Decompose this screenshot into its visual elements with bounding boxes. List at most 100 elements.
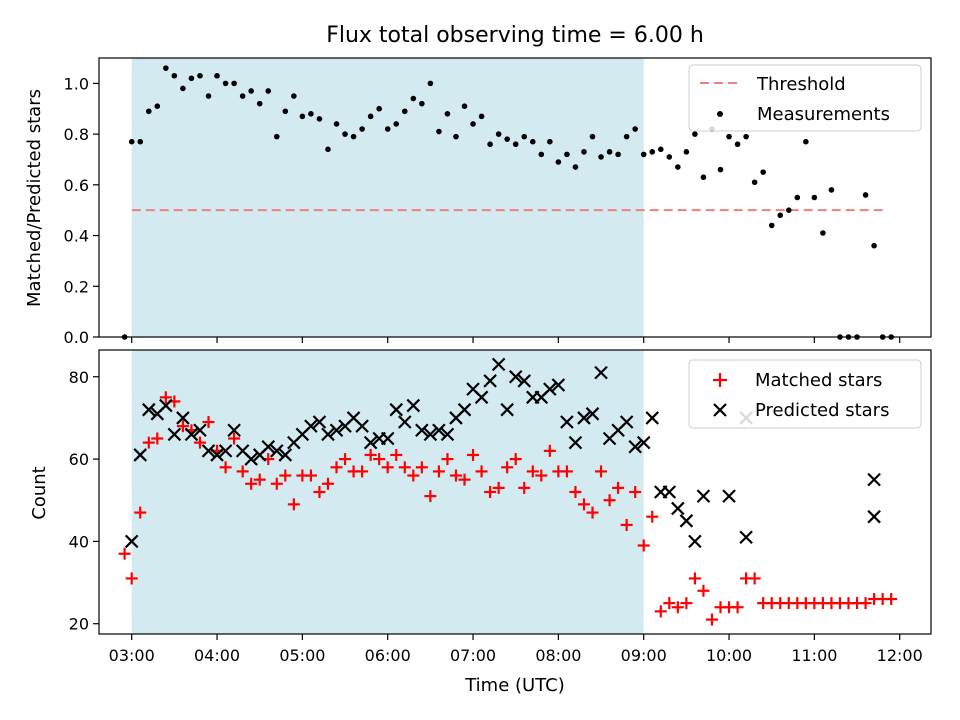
predicted-star-point [551, 378, 566, 392]
matched-star-point [253, 473, 266, 486]
measurement-point [359, 126, 365, 132]
measurement-point [273, 133, 280, 140]
predicted-star-point [167, 427, 182, 442]
measurement-point [521, 133, 528, 140]
measurement-point [538, 151, 545, 158]
measurement-point [154, 103, 161, 109]
matched-star-point [671, 601, 684, 614]
matched-star-point [484, 486, 497, 498]
predicted-star-point [560, 415, 574, 429]
measurement-point [205, 93, 212, 99]
matched-star-point [304, 469, 317, 482]
matched-star-point [509, 453, 522, 466]
measurement-point [436, 128, 442, 135]
measurement-point [180, 85, 186, 92]
matched-star-point [620, 518, 633, 531]
measurement-point [393, 121, 400, 127]
measurement-point [350, 133, 357, 140]
y-tick-label: 20 [69, 615, 89, 634]
predicted-star-point [867, 472, 881, 487]
predicted-star-point [577, 411, 591, 425]
measurement-point [495, 131, 502, 137]
x-tick-label: 04:00 [194, 646, 240, 665]
measurement-point [632, 126, 638, 132]
x-axis-label: Time (UTC) [464, 675, 565, 696]
measurement-point [751, 179, 758, 186]
matched-star-point [407, 469, 420, 482]
matched-star-point [202, 416, 215, 429]
matched-star-point [680, 597, 693, 610]
predicted-star-point [193, 423, 207, 438]
matched-star-point [356, 465, 369, 478]
measurement-point [828, 187, 835, 193]
matched-star-point [501, 461, 514, 474]
matched-star-point [492, 481, 505, 494]
matched-star-point [398, 461, 411, 474]
measurement-point [734, 141, 741, 148]
predicted-star-point [722, 489, 736, 503]
bottom-panel-counts: 20 40 60 80 03:00 04:00 05:00 06:00 07:00 08:00 0… [29, 349, 932, 696]
matched-star-point [134, 506, 147, 519]
measurement-point [768, 222, 775, 229]
measurement-point [871, 242, 877, 249]
measurement-point [717, 166, 724, 173]
predicted-star-point [568, 435, 583, 450]
x-tick-label: 10:00 [706, 646, 752, 665]
predicted-star-point [867, 509, 881, 524]
predicted-star-point [312, 415, 327, 429]
predicted-star-point [355, 419, 369, 433]
y-tick-label: 1.0 [64, 74, 89, 93]
measurement-point [649, 149, 656, 155]
measurement-point [581, 149, 587, 155]
matched-star-point [270, 477, 283, 490]
predicted-star-point [269, 444, 284, 458]
measurement-point [547, 138, 553, 145]
matched-star-point [543, 444, 556, 457]
matched-star-point [219, 461, 232, 474]
measurement-point [461, 103, 468, 109]
predicted-star-point [415, 423, 429, 438]
measurement-point [529, 138, 536, 145]
measurement-point [512, 141, 519, 148]
predicted-star-point [218, 444, 233, 458]
measurement-point [444, 111, 451, 117]
matched-star-point [424, 490, 437, 503]
predicted-star-point [628, 439, 642, 454]
measurement-point [777, 212, 784, 219]
matched-star-point [586, 506, 599, 519]
bottom-legend-box [688, 359, 922, 429]
measurement-point [291, 93, 297, 99]
measurement-point [820, 230, 826, 236]
matched-star-point [313, 486, 326, 498]
measurement-point [128, 138, 135, 145]
matched-star-point [885, 593, 898, 606]
measurement-point [419, 100, 425, 107]
measurement-point [726, 133, 732, 140]
measurement-point [367, 113, 374, 120]
measurement-point [743, 133, 749, 140]
matched-star-point [535, 469, 548, 482]
predicted-star-point [508, 369, 523, 384]
measurement-point [171, 72, 178, 79]
matched-star-point [415, 461, 428, 474]
measurement-point [803, 138, 809, 145]
bottom-legend: Matched stars Predicted stars [688, 359, 922, 429]
matched-star-point [518, 481, 531, 494]
predicted-star-point [133, 448, 148, 462]
predicted-star-point [201, 444, 216, 458]
matched-star-point [441, 453, 454, 466]
measurement-point [572, 164, 579, 170]
measurement-point [555, 159, 562, 165]
measurement-point [342, 131, 348, 137]
top-observing-window-shade [131, 58, 644, 337]
predicted-star-point [176, 411, 190, 425]
measurement-point [325, 146, 331, 153]
matched-star-point [373, 453, 386, 466]
matched-star-point [859, 597, 872, 610]
legend-measurements-swatch [717, 111, 723, 117]
x-tick-label: 06:00 [365, 646, 411, 665]
matched-star-point [663, 597, 676, 610]
measurement-point [163, 65, 169, 71]
predicted-star-point [321, 427, 335, 442]
measurement-point [308, 111, 314, 117]
